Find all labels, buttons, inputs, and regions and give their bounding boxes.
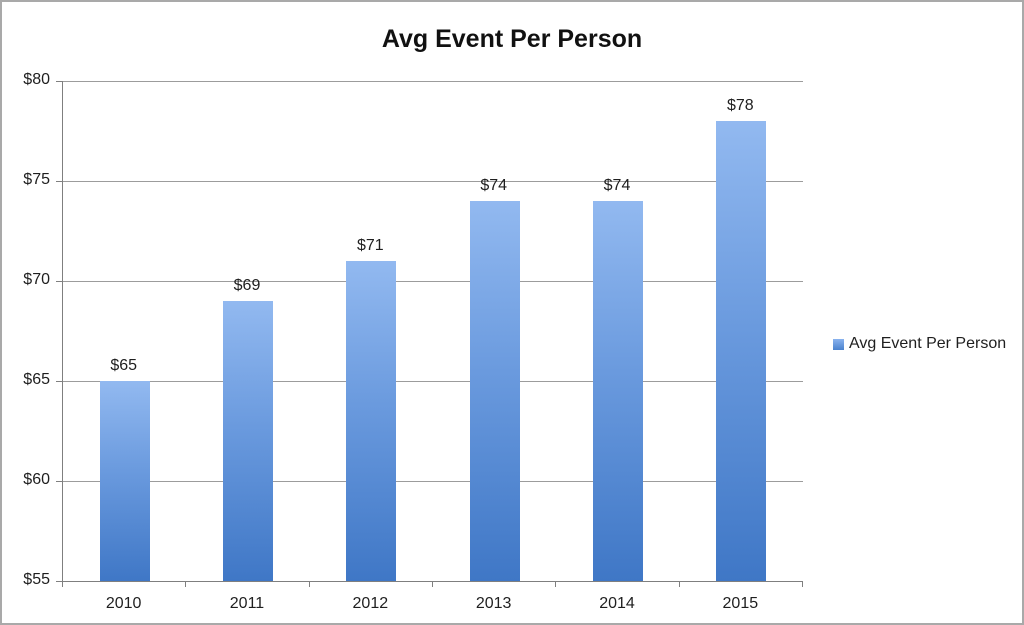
x-tick-mark <box>432 582 433 587</box>
bar-value-label: $69 <box>233 277 261 294</box>
bar-value-label: $65 <box>110 357 138 374</box>
x-tick-mark <box>802 582 803 587</box>
chart-title: Avg Event Per Person <box>381 25 643 53</box>
gridline <box>63 181 803 182</box>
y-tick-label: $70 <box>23 271 50 288</box>
gridline <box>63 481 803 482</box>
gridline <box>63 281 803 282</box>
bar-2010 <box>99 381 150 581</box>
bar-value-label: $71 <box>356 237 384 254</box>
y-tick-label: $55 <box>23 571 50 588</box>
plot-area <box>62 81 803 582</box>
y-tick-mark <box>56 81 62 82</box>
x-tick-mark <box>62 582 63 587</box>
y-tick-label: $65 <box>23 371 50 388</box>
bar-2012 <box>346 261 397 581</box>
x-tick-label: 2011 <box>229 595 265 612</box>
bar-2013 <box>469 201 520 581</box>
bar-2015 <box>716 121 767 581</box>
y-tick-mark <box>56 481 62 482</box>
y-tick-label: $60 <box>23 471 50 488</box>
bar-2011 <box>223 301 273 581</box>
x-tick-label: 2010 <box>105 595 142 612</box>
y-tick-label: $80 <box>23 71 50 88</box>
y-tick-mark <box>56 381 62 382</box>
x-tick-label: 2014 <box>599 595 635 612</box>
y-tick-mark <box>56 181 62 182</box>
legend-marker-icon <box>833 338 844 350</box>
x-tick-mark <box>185 582 187 587</box>
y-tick-mark <box>56 581 62 582</box>
gridline <box>63 381 803 382</box>
x-tick-label: 2013 <box>475 595 512 612</box>
bar-value-label: $74 <box>480 177 508 194</box>
bar-value-label: $78 <box>726 97 754 114</box>
gridline <box>63 81 803 82</box>
x-tick-label: 2012 <box>352 595 389 612</box>
bar-value-label: $74 <box>603 177 631 194</box>
y-tick-mark <box>56 281 62 282</box>
y-tick-label: $75 <box>23 171 50 188</box>
x-tick-mark <box>555 582 557 587</box>
x-tick-mark <box>678 582 680 587</box>
legend: Avg Event Per Person <box>833 335 1006 353</box>
bar-2014 <box>593 201 643 581</box>
x-tick-mark <box>308 582 310 587</box>
x-tick-label: 2015 <box>722 595 759 612</box>
legend-label: Avg Event Per Person <box>849 335 1007 352</box>
